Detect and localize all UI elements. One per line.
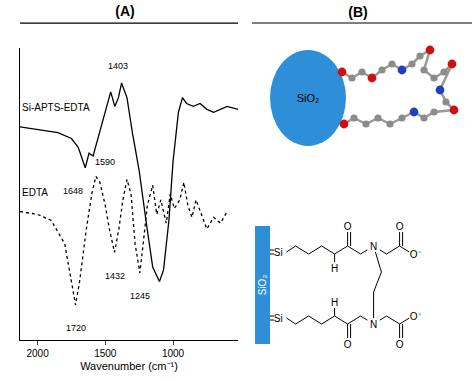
svg-text:Si: Si (274, 247, 283, 258)
svg-text:SiO₂: SiO₂ (257, 275, 268, 296)
svg-text:1000: 1000 (162, 348, 185, 359)
svg-text:1403: 1403 (108, 61, 128, 71)
svg-text:O: O (396, 339, 404, 350)
svg-text:O: O (344, 221, 352, 232)
svg-text:N: N (370, 319, 377, 330)
svg-text:Wavenumber (cm⁻¹): Wavenumber (cm⁻¹) (80, 360, 178, 372)
svg-text:N: N (370, 319, 377, 330)
svg-text:Si-APTS-EDTA: Si-APTS-EDTA (22, 102, 90, 113)
svg-text:1648: 1648 (63, 186, 83, 196)
svg-text:Si: Si (274, 313, 283, 324)
svg-text:1500: 1500 (94, 348, 117, 359)
svg-text:SiO₂: SiO₂ (297, 92, 320, 104)
svg-text:1590: 1590 (95, 157, 115, 167)
svg-text:O⁻: O⁻ (410, 311, 422, 322)
svg-text:N: N (370, 241, 377, 252)
svg-text:O⁻: O⁻ (410, 249, 422, 260)
svg-text:H: H (331, 263, 338, 274)
svg-text:N: N (370, 241, 377, 252)
svg-text:2000: 2000 (26, 348, 49, 359)
svg-text:1720: 1720 (66, 323, 86, 333)
svg-text:1432: 1432 (105, 271, 125, 281)
svg-text:1245: 1245 (130, 291, 150, 301)
svg-text:(B): (B) (348, 4, 367, 20)
svg-text:(A): (A) (115, 3, 134, 19)
svg-text:EDTA: EDTA (22, 187, 48, 198)
svg-text:O: O (344, 339, 352, 350)
svg-text:H: H (331, 297, 338, 308)
svg-text:O: O (396, 221, 404, 232)
